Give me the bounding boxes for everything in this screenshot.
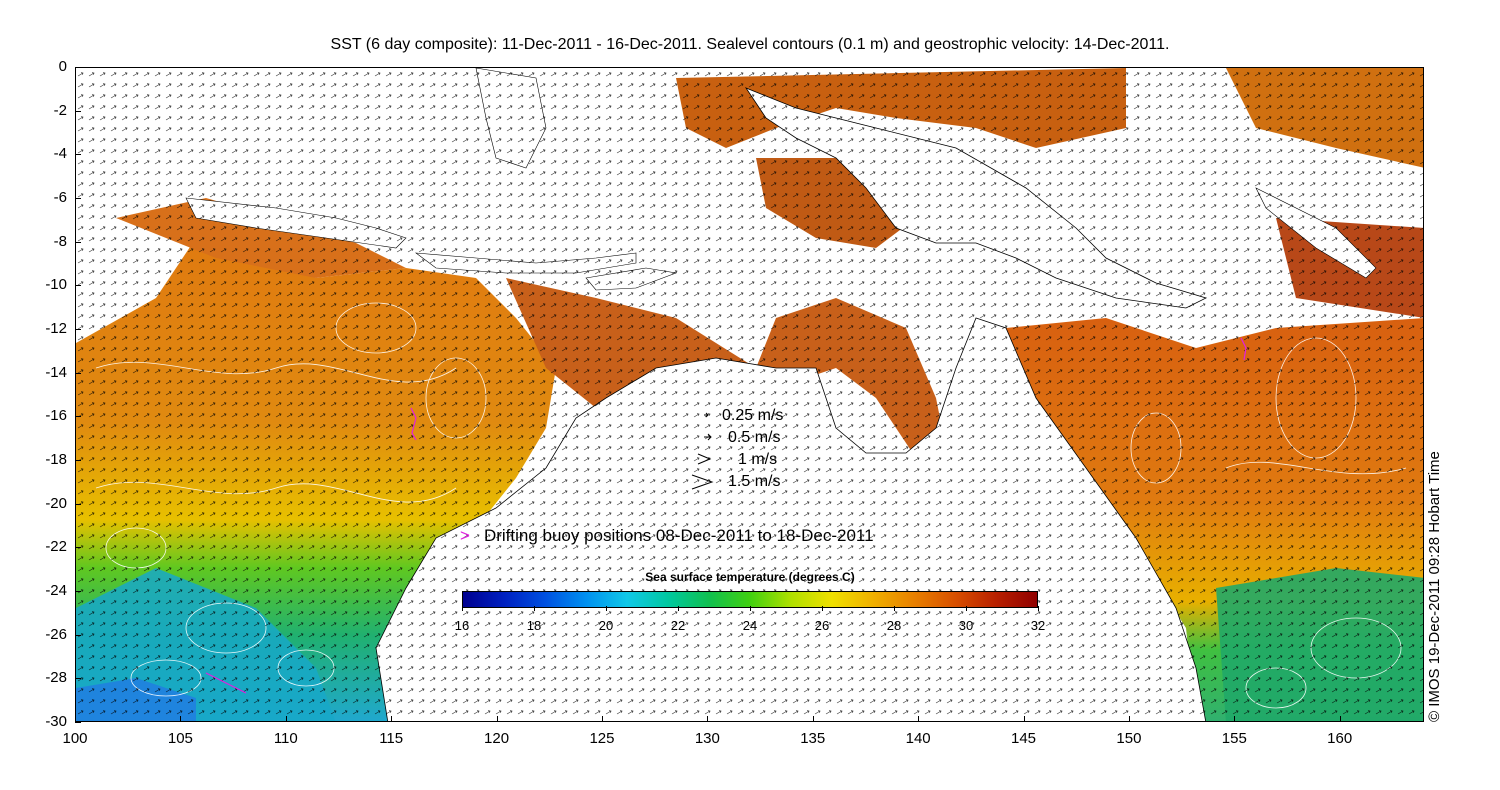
colorbar-tick <box>750 606 751 611</box>
colorbar-tick-label: 16 <box>454 618 470 633</box>
y-tick-label: -26 <box>45 625 67 643</box>
y-tick-label: -2 <box>53 101 67 119</box>
colorbar-tick <box>606 606 607 611</box>
y-tick <box>75 67 81 68</box>
y-tick <box>75 503 81 505</box>
colorbar-tick-label: 28 <box>886 618 902 633</box>
x-tick <box>918 716 920 722</box>
colorbar-tick <box>894 606 895 611</box>
y-tick-label: -28 <box>45 669 67 687</box>
y-tick-label: -20 <box>45 494 67 512</box>
x-tick-label: 105 <box>167 730 193 747</box>
y-tick <box>75 547 81 549</box>
y-tick-label: -24 <box>45 582 67 599</box>
x-tick <box>601 716 603 722</box>
map-title: SST (6 day composite): 11-Dec-2011 - 16-… <box>330 36 1170 53</box>
x-tick <box>1023 716 1025 722</box>
sst-map-canvas <box>76 68 1423 721</box>
colorbar-tick-label: 30 <box>958 618 974 633</box>
x-tick-label: 110 <box>273 730 298 747</box>
y-tick-label: -18 <box>45 451 67 468</box>
x-tick <box>285 716 287 722</box>
sst-map <box>75 67 1424 722</box>
velocity-scale-label: 0.5 m/s <box>728 429 781 446</box>
colorbar-tick-label: 32 <box>1030 618 1046 633</box>
colorbar-tick <box>966 606 967 611</box>
x-tick <box>1234 716 1236 722</box>
y-tick-label: -6 <box>53 189 67 206</box>
y-tick-label: -4 <box>53 145 67 163</box>
y-tick <box>75 591 81 592</box>
x-tick-label: 150 <box>1116 730 1142 747</box>
x-tick <box>707 716 709 722</box>
velocity-scale-label: 1 m/s <box>738 451 778 468</box>
y-tick <box>75 285 81 287</box>
x-tick <box>75 716 76 722</box>
y-tick-label: -30 <box>45 713 67 730</box>
y-tick-label: -8 <box>53 232 67 250</box>
velocity-vectors <box>76 68 1423 721</box>
y-tick <box>75 329 81 330</box>
x-tick-label: 115 <box>379 730 404 747</box>
y-tick <box>75 678 81 680</box>
x-tick-label: 135 <box>800 730 826 747</box>
y-tick <box>75 460 81 461</box>
x-tick-label: 145 <box>1011 730 1037 747</box>
colorbar-title: Sea surface temperature (degrees C) <box>645 570 855 584</box>
y-tick <box>75 241 81 243</box>
x-tick-label: 160 <box>1327 730 1353 747</box>
y-tick-label: -10 <box>45 276 67 294</box>
colorbar-tick-label: 26 <box>814 618 830 633</box>
colorbar-tick <box>462 606 463 611</box>
y-tick-label: -22 <box>45 538 67 556</box>
velocity-scale-label: 0.25 m/s <box>722 407 784 424</box>
colorbar-tick-label: 24 <box>742 618 758 633</box>
y-tick-label: -12 <box>45 320 67 337</box>
y-tick <box>75 110 81 112</box>
x-tick <box>496 716 498 722</box>
y-tick <box>75 372 81 374</box>
credit-line: © IMOS 19-Dec-2011 09:28 Hobart Time <box>1426 451 1443 722</box>
x-tick <box>180 716 182 722</box>
x-tick <box>812 716 814 722</box>
x-tick-label: 130 <box>694 730 720 747</box>
velocity-scale-label: 1.5 m/s <box>728 473 781 490</box>
y-tick <box>75 634 81 636</box>
colorbar-tick <box>822 606 823 611</box>
buoy-legend: > Drifting buoy positions 08-Dec-2011 to … <box>460 526 874 546</box>
y-tick <box>75 154 81 156</box>
x-tick <box>1128 716 1130 722</box>
buoy-legend-label: Drifting buoy positions 08-Dec-2011 to 1… <box>483 526 874 545</box>
colorbar-tick <box>1038 606 1039 611</box>
x-tick <box>391 716 393 722</box>
y-tick-label: 0 <box>58 58 67 75</box>
colorbar-tick-label: 18 <box>526 618 542 633</box>
drifting-buoys <box>205 337 1247 694</box>
colorbar-tick-label: 20 <box>598 618 614 633</box>
buoy-marker-icon: > <box>460 526 470 545</box>
x-tick-label: 100 <box>62 730 88 747</box>
x-tick-label: 125 <box>589 730 615 747</box>
x-tick-label: 140 <box>905 730 931 747</box>
colorbar-tick-label: 22 <box>670 618 686 633</box>
y-tick <box>75 198 81 199</box>
colorbar-tick <box>678 606 679 611</box>
y-tick-label: -16 <box>45 407 67 425</box>
y-tick-label: -14 <box>45 363 67 381</box>
x-tick <box>1339 716 1341 722</box>
x-tick-label: 120 <box>484 730 510 747</box>
colorbar-tick <box>534 606 535 611</box>
x-tick-label: 155 <box>1221 730 1247 747</box>
y-tick <box>75 722 81 723</box>
y-tick <box>75 416 81 418</box>
